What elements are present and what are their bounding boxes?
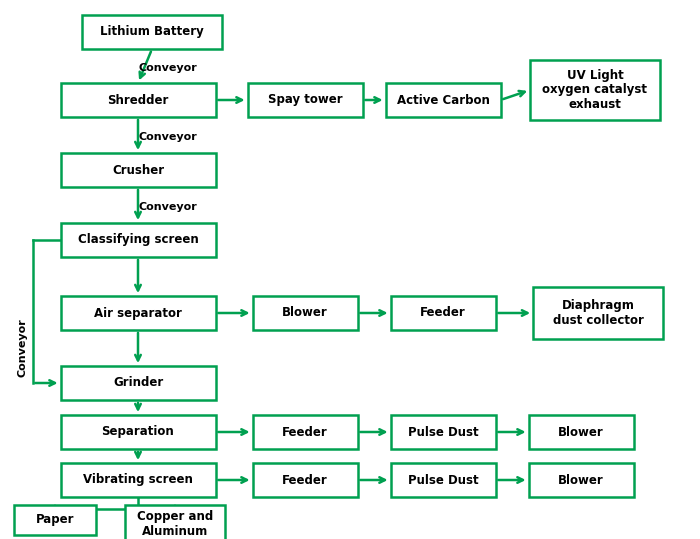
Text: Air separator: Air separator (94, 307, 182, 320)
FancyBboxPatch shape (60, 296, 216, 330)
Text: Conveyor: Conveyor (139, 63, 197, 73)
FancyBboxPatch shape (60, 83, 216, 117)
Text: Conveyor: Conveyor (17, 319, 27, 377)
Text: Crusher: Crusher (112, 163, 164, 176)
Text: Vibrating screen: Vibrating screen (83, 473, 193, 487)
Text: Blower: Blower (558, 425, 604, 439)
FancyBboxPatch shape (248, 83, 363, 117)
FancyBboxPatch shape (253, 463, 358, 497)
Text: Lithium Battery: Lithium Battery (100, 25, 204, 38)
Text: Blower: Blower (558, 473, 604, 487)
FancyBboxPatch shape (60, 153, 216, 187)
Text: Blower: Blower (282, 307, 328, 320)
FancyBboxPatch shape (528, 463, 634, 497)
Text: Separation: Separation (102, 425, 174, 439)
FancyBboxPatch shape (125, 505, 225, 539)
FancyBboxPatch shape (60, 463, 216, 497)
Text: Spay tower: Spay tower (267, 93, 342, 107)
Text: Diaphragm
dust collector: Diaphragm dust collector (552, 299, 643, 327)
FancyBboxPatch shape (391, 463, 496, 497)
FancyBboxPatch shape (60, 415, 216, 449)
FancyBboxPatch shape (60, 223, 216, 257)
Text: Feeder: Feeder (282, 425, 328, 439)
FancyBboxPatch shape (391, 296, 496, 330)
FancyBboxPatch shape (82, 15, 222, 49)
Text: Conveyor: Conveyor (139, 202, 197, 212)
Text: Pulse Dust: Pulse Dust (407, 473, 478, 487)
FancyBboxPatch shape (14, 505, 96, 535)
FancyBboxPatch shape (530, 60, 660, 120)
Text: Paper: Paper (36, 514, 74, 527)
FancyBboxPatch shape (253, 296, 358, 330)
Text: Copper and
Aluminum: Copper and Aluminum (137, 510, 213, 538)
Text: Feeder: Feeder (282, 473, 328, 487)
Text: Feeder: Feeder (420, 307, 466, 320)
FancyBboxPatch shape (391, 415, 496, 449)
FancyBboxPatch shape (253, 415, 358, 449)
FancyBboxPatch shape (533, 287, 663, 339)
Text: Classifying screen: Classifying screen (78, 233, 198, 246)
FancyBboxPatch shape (60, 366, 216, 400)
Text: UV Light
oxygen catalyst
exhaust: UV Light oxygen catalyst exhaust (542, 68, 648, 112)
Text: Conveyor: Conveyor (139, 132, 197, 142)
Text: Shredder: Shredder (107, 93, 169, 107)
Text: Pulse Dust: Pulse Dust (407, 425, 478, 439)
FancyBboxPatch shape (386, 83, 500, 117)
Text: Grinder: Grinder (113, 377, 163, 390)
Text: Active Carbon: Active Carbon (397, 93, 489, 107)
FancyBboxPatch shape (528, 415, 634, 449)
